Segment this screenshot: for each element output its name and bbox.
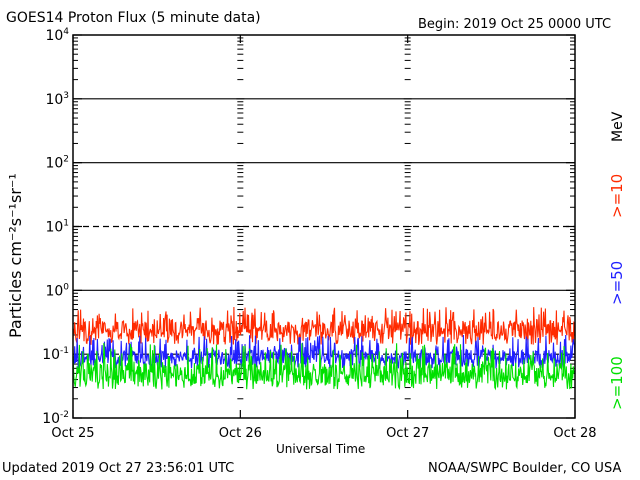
y-tick-label: 102	[45, 155, 69, 172]
credit-text: NOAA/SWPC Boulder, CO USA	[428, 461, 622, 476]
y-tick-label: 100	[45, 282, 69, 299]
y-axis-label: Particles cm⁻²s⁻¹sr⁻¹	[6, 173, 25, 338]
x-tick-label: Oct 27	[386, 426, 429, 441]
x-tick-label: Oct 26	[219, 426, 262, 441]
series-line-10mev	[72, 306, 576, 345]
legend-item-100mev: >=100	[608, 356, 626, 410]
y-tick-label: 101	[45, 219, 69, 236]
plot-frame	[72, 34, 576, 419]
y-tick-label: 104	[45, 27, 69, 44]
x-axis-tick-labels: Oct 25 Oct 26 Oct 27 Oct 28	[51, 426, 596, 441]
updated-timestamp: Updated 2019 Oct 27 23:56:01 UTC	[2, 461, 235, 476]
y-tick-label: 10-1	[42, 346, 69, 363]
y-tick-label: 103	[45, 91, 69, 108]
x-tick-label: Oct 25	[51, 426, 94, 441]
series-line-100mev	[72, 343, 576, 391]
chart-title: GOES14 Proton Flux (5 minute data)	[6, 10, 261, 26]
series-layer	[72, 306, 576, 391]
x-axis-label: Universal Time	[276, 442, 366, 456]
x-tick-label: Oct 28	[553, 426, 596, 441]
begin-time: Begin: 2019 Oct 25 0000 UTC	[418, 17, 612, 32]
legend-item-50mev: >=50	[608, 260, 626, 305]
reference-lines	[73, 98, 575, 355]
y-axis-tick-labels: 104 103 102 101 100 10-1 10-2	[42, 27, 69, 427]
legend-unit: MeV	[610, 111, 626, 142]
legend-item-10mev: >=10	[608, 173, 626, 218]
y-tick-label: 10-2	[42, 410, 69, 427]
